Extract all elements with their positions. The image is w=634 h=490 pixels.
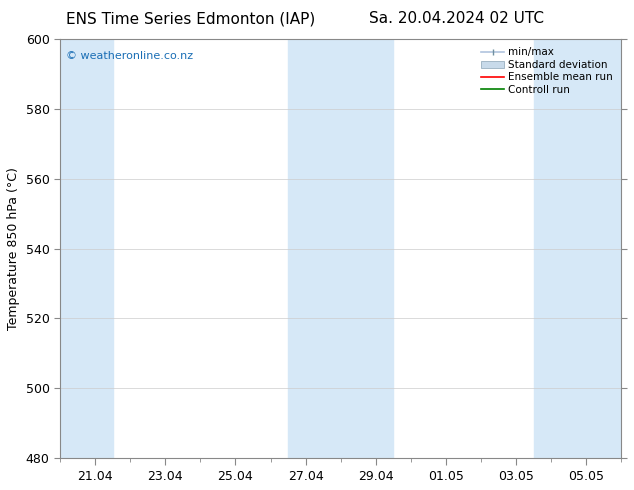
Legend: min/max, Standard deviation, Ensemble mean run, Controll run: min/max, Standard deviation, Ensemble me…	[478, 44, 616, 98]
Bar	[288, 39, 393, 458]
Text: Sa. 20.04.2024 02 UTC: Sa. 20.04.2024 02 UTC	[369, 11, 544, 26]
Bar	[60, 39, 113, 458]
Y-axis label: Temperature 850 hPa (°C): Temperature 850 hPa (°C)	[7, 167, 20, 330]
Bar	[534, 39, 621, 458]
Text: © weatheronline.co.nz: © weatheronline.co.nz	[65, 51, 193, 61]
Text: ENS Time Series Edmonton (IAP): ENS Time Series Edmonton (IAP)	[65, 11, 315, 26]
